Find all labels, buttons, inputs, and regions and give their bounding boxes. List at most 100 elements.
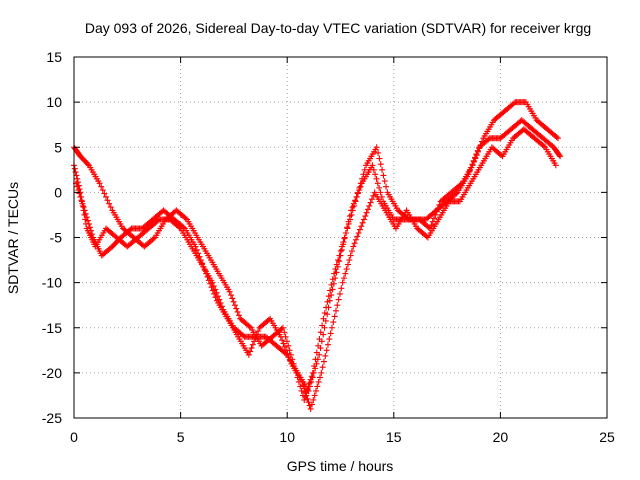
data-point (341, 234, 348, 241)
data-point (351, 240, 358, 247)
data-point (74, 175, 81, 182)
data-point (249, 341, 256, 348)
data-point (315, 342, 322, 349)
data-point (377, 161, 384, 168)
data-point (299, 378, 306, 385)
data-point (554, 135, 561, 142)
data-point (320, 315, 327, 322)
data-point (281, 329, 288, 336)
y-axis-label: SDTVAR / TECUs (5, 182, 21, 294)
data-point (240, 332, 247, 339)
data-point (475, 148, 482, 155)
data-point (510, 100, 517, 107)
data-point (180, 224, 187, 231)
data-point (277, 333, 284, 340)
data-point (375, 149, 382, 156)
data-point (72, 169, 79, 176)
data-point (354, 233, 361, 240)
data-point (303, 392, 310, 399)
data-point (104, 197, 111, 204)
data-point (355, 189, 362, 196)
data-point (208, 284, 215, 291)
data-point (107, 204, 114, 211)
data-point (336, 290, 343, 297)
y-tick-label: 10 (46, 94, 62, 110)
data-point (431, 215, 438, 222)
data-point (312, 356, 319, 363)
data-point (308, 373, 315, 380)
data-point (346, 257, 353, 264)
data-point (453, 190, 460, 197)
x-tick-label: 0 (70, 429, 78, 445)
data-point (353, 193, 360, 200)
data-point (283, 347, 290, 354)
axis-ticks (73, 56, 608, 419)
data-point (373, 144, 380, 151)
data-point (193, 246, 200, 253)
data-point (327, 330, 334, 337)
data-point (432, 211, 439, 218)
data-point (279, 324, 286, 331)
data-point (404, 215, 411, 222)
data-point (370, 166, 377, 173)
y-tick-label: 0 (54, 184, 62, 200)
data-point (370, 192, 377, 199)
data-points (71, 99, 564, 412)
data-point (323, 304, 330, 311)
data-point (328, 324, 335, 331)
data-point (321, 310, 328, 317)
data-point (203, 270, 210, 277)
data-point (360, 171, 367, 178)
data-point (319, 364, 326, 371)
data-point (376, 155, 383, 162)
data-point (472, 155, 479, 162)
data-point (377, 189, 384, 196)
data-point (344, 225, 351, 232)
series-2 (73, 126, 559, 412)
data-point (477, 141, 484, 148)
data-point (317, 329, 324, 336)
data-point (309, 369, 316, 376)
data-point (329, 276, 336, 283)
data-point (498, 152, 505, 159)
data-point (81, 207, 88, 214)
data-point (436, 201, 443, 208)
data-point (362, 213, 369, 220)
data-point (318, 369, 325, 376)
data-point (347, 216, 354, 223)
data-point (182, 215, 189, 222)
data-point (374, 180, 381, 187)
data-point (255, 328, 262, 335)
data-point (230, 298, 237, 305)
data-point (311, 363, 318, 370)
data-point (320, 358, 327, 365)
data-point (204, 273, 211, 280)
data-point (340, 275, 347, 282)
data-point (328, 281, 335, 288)
data-point (297, 383, 304, 390)
data-point (310, 396, 317, 403)
data-point (252, 334, 259, 341)
y-tick-label: -15 (42, 320, 62, 336)
data-point (302, 389, 309, 396)
data-point (332, 266, 339, 273)
data-point (331, 313, 338, 320)
data-point (199, 260, 206, 267)
data-point (88, 227, 95, 234)
data-point (325, 293, 332, 300)
data-point (356, 184, 363, 191)
data-point (343, 229, 350, 236)
data-point (308, 401, 315, 408)
data-point (101, 190, 108, 197)
data-point (285, 354, 292, 361)
data-point (78, 197, 85, 204)
data-point (360, 216, 367, 223)
data-point (96, 180, 103, 187)
data-point (196, 253, 203, 260)
data-point (234, 308, 241, 315)
data-point (209, 287, 216, 294)
data-point (265, 316, 272, 323)
data-point (348, 211, 355, 218)
data-point (376, 184, 383, 191)
data-point (246, 323, 253, 330)
